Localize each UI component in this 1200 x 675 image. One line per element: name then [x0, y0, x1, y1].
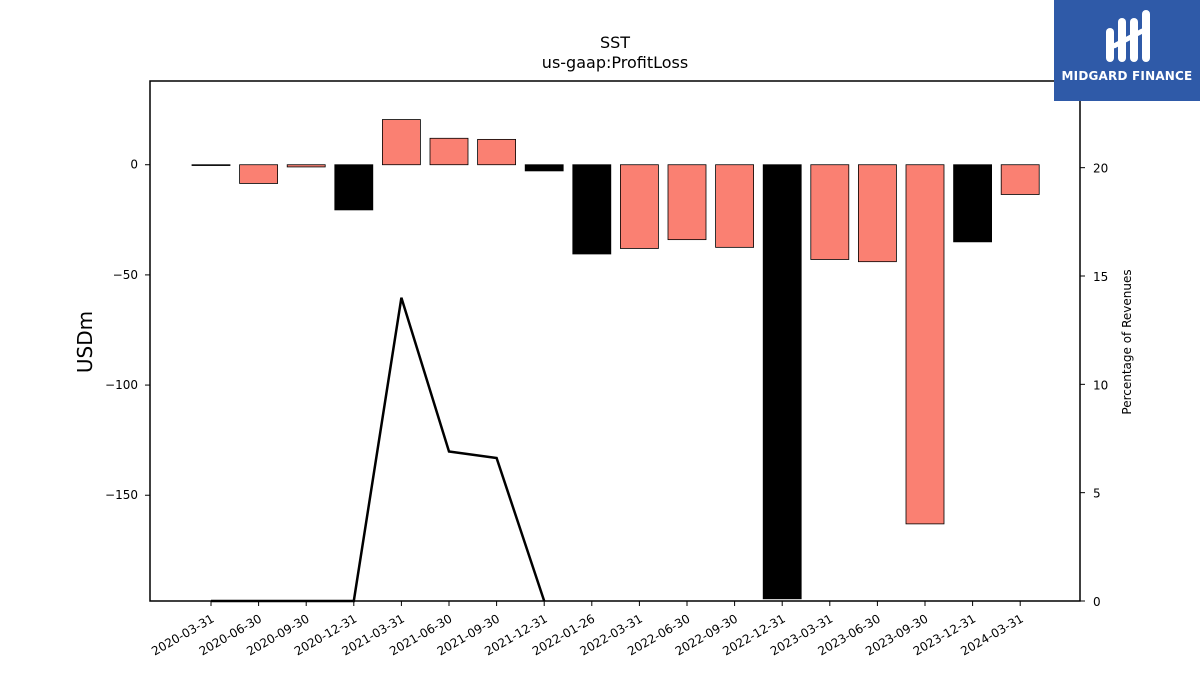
chart-subtitle: us-gaap:ProfitLoss [542, 53, 688, 72]
y2-tick-label: 20 [1093, 162, 1108, 176]
percentage-line [211, 297, 546, 603]
bar-2021-06-30 [429, 137, 469, 166]
y-tick-label: 0 [130, 158, 138, 172]
bar-2022-09-30 [715, 164, 754, 248]
y2-axis-label: Percentage of Revenues [1120, 269, 1134, 414]
logo-text: MIDGARD FINANCE [1061, 69, 1193, 83]
line-layer [211, 297, 546, 603]
bar-2022-06-30 [667, 164, 707, 241]
y-tick-label: −50 [113, 268, 138, 282]
chart-title: SST [600, 33, 630, 52]
y2-tick-label: 0 [1093, 595, 1101, 609]
bar-2024-03-31 [1000, 164, 1040, 195]
bar-2021-12-31 [524, 164, 564, 172]
bar-2020-03-31 [191, 164, 231, 166]
logo-mark-icon [1106, 10, 1150, 62]
bar-2020-12-31 [334, 164, 374, 211]
bar-2021-09-30 [477, 138, 517, 166]
y-tick-label: −150 [105, 488, 138, 502]
y2-tick-label: 5 [1093, 487, 1101, 501]
bar-2022-03-31 [620, 164, 659, 249]
bar-2022-12-31 [762, 164, 802, 600]
y-tick-label: −100 [105, 378, 138, 392]
bar-2020-09-30 [286, 164, 326, 168]
bar-2023-12-31 [953, 164, 992, 243]
bar-2023-03-31 [810, 164, 850, 260]
bar-2022-01-26 [572, 164, 612, 255]
bar-2020-06-30 [239, 164, 279, 184]
bar-2021-03-31 [381, 119, 421, 166]
y-axis-label: USDm [73, 311, 97, 373]
bars-layer [191, 119, 1040, 600]
bar-2023-06-30 [858, 164, 897, 263]
bar-2023-09-30 [905, 164, 945, 525]
brand-logo: MIDGARD FINANCE [1054, 0, 1200, 101]
y2-tick-label: 15 [1093, 270, 1108, 284]
y2-tick-label: 10 [1093, 378, 1108, 392]
plot-frame [149, 80, 1081, 602]
